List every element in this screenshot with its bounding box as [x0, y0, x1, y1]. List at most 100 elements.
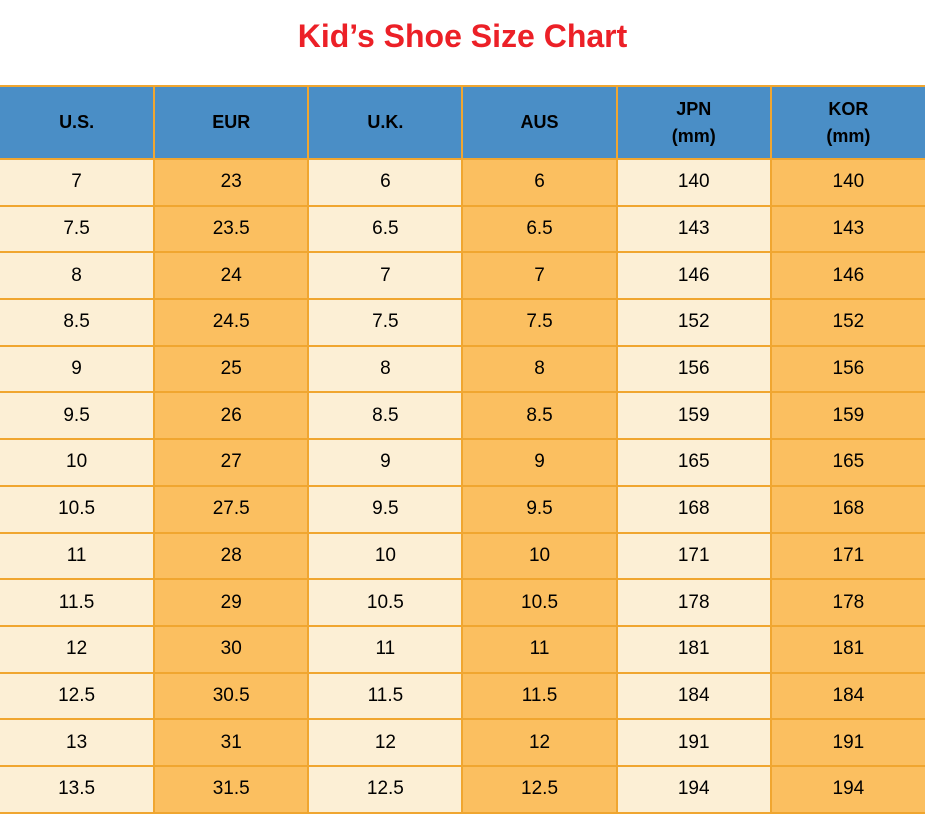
- table-cell: 159: [769, 391, 925, 441]
- table-cell: 165: [615, 438, 772, 487]
- table-cell: 10: [0, 438, 156, 487]
- column-label: U.S.: [59, 112, 95, 132]
- table-cell: 159: [615, 391, 772, 441]
- table-cell: 184: [615, 671, 772, 721]
- table-cell: 30.5: [153, 671, 310, 721]
- table-cell: 12.5: [307, 764, 464, 814]
- table-cell: 24.5: [153, 298, 310, 347]
- table-cell: 8: [307, 344, 464, 394]
- table-cell: 146: [769, 251, 925, 301]
- table-cell: 12: [461, 718, 618, 767]
- table-cell: 7: [461, 251, 618, 301]
- table-cell: 11: [307, 624, 464, 674]
- table-cell: 23.5: [153, 204, 310, 254]
- table-cell: 191: [615, 718, 772, 767]
- table-cell: 6.5: [307, 204, 464, 254]
- table-cell: 9.5: [307, 484, 464, 534]
- table-row: 11 28 10 10 171 171: [0, 531, 925, 581]
- table-cell: 184: [769, 671, 925, 721]
- table-cell: 6: [461, 158, 618, 207]
- table-cell: 10.5: [0, 484, 156, 534]
- table-cell: 146: [615, 251, 772, 301]
- table-cell: 11: [0, 531, 156, 581]
- column-sublabel: (mm): [671, 125, 716, 146]
- table-cell: 9: [307, 438, 464, 487]
- table-cell: 194: [615, 764, 772, 814]
- table-row: 12 30 11 11 181 181: [0, 624, 925, 674]
- table-cell: 10.5: [461, 578, 618, 627]
- column-header-kor: KOR (mm): [769, 85, 925, 160]
- column-header-uk: U.K.: [307, 85, 464, 160]
- table-cell: 24: [153, 251, 310, 301]
- table-cell: 152: [769, 298, 925, 347]
- table-cell: 181: [615, 624, 772, 674]
- table-cell: 27: [153, 438, 310, 487]
- column-label: U.K.: [367, 112, 404, 132]
- table-row: 8 24 7 7 146 146: [0, 251, 925, 301]
- column-label: KOR: [828, 98, 869, 119]
- table-cell: 26: [153, 391, 310, 441]
- table-cell: 12: [307, 718, 464, 767]
- table-cell: 27.5: [153, 484, 310, 534]
- table-cell: 168: [769, 484, 925, 534]
- column-header-us: U.S.: [0, 85, 156, 160]
- table-cell: 11.5: [307, 671, 464, 721]
- table-cell: 6.5: [461, 204, 618, 254]
- table-cell: 171: [615, 531, 772, 581]
- table-cell: 12.5: [461, 764, 618, 814]
- table-cell: 8.5: [461, 391, 618, 441]
- column-header-eur: EUR: [153, 85, 310, 160]
- table-row: 13 31 12 12 191 191: [0, 718, 925, 767]
- table-body: 7 23 6 6 140 140 7.5 23.5 6.5 6.5 143 143 8 24 7 7 146 14…: [0, 158, 925, 814]
- table-cell: 25: [153, 344, 310, 394]
- table-cell: 10.5: [307, 578, 464, 627]
- table-cell: 140: [615, 158, 772, 207]
- table-cell: 7: [0, 158, 156, 207]
- table-cell: 11.5: [461, 671, 618, 721]
- table-cell: 7.5: [0, 204, 156, 254]
- table-cell: 28: [153, 531, 310, 581]
- table-cell: 152: [615, 298, 772, 347]
- table-header: U.S. EUR U.K. AUS JPN (mm) KOR (mm): [0, 85, 925, 160]
- table-cell: 191: [769, 718, 925, 767]
- table-cell: 8: [0, 251, 156, 301]
- table-cell: 156: [769, 344, 925, 394]
- table-cell: 168: [615, 484, 772, 534]
- table-row: 12.5 30.5 11.5 11.5 184 184: [0, 671, 925, 721]
- column-header-aus: AUS: [461, 85, 618, 160]
- shoe-size-table: U.S. EUR U.K. AUS JPN (mm) KOR (mm) 7 23 6 6 140 140…: [0, 85, 925, 814]
- table-cell: 10: [307, 531, 464, 581]
- table-cell: 178: [769, 578, 925, 627]
- table-cell: 8.5: [307, 391, 464, 441]
- table-cell: 165: [769, 438, 925, 487]
- table-cell: 156: [615, 344, 772, 394]
- table-cell: 143: [615, 204, 772, 254]
- table-cell: 7.5: [307, 298, 464, 347]
- table-row: 7 23 6 6 140 140: [0, 158, 925, 207]
- table-cell: 13: [0, 718, 156, 767]
- table-cell: 9.5: [0, 391, 156, 441]
- table-cell: 13.5: [0, 764, 156, 814]
- table-row: 11.5 29 10.5 10.5 178 178: [0, 578, 925, 627]
- column-label: JPN: [676, 98, 712, 119]
- table-cell: 181: [769, 624, 925, 674]
- table-cell: 178: [615, 578, 772, 627]
- table-row: 10 27 9 9 165 165: [0, 438, 925, 487]
- table-row: 8.5 24.5 7.5 7.5 152 152: [0, 298, 925, 347]
- table-cell: 12: [0, 624, 156, 674]
- table-cell: 11.5: [0, 578, 156, 627]
- table-cell: 29: [153, 578, 310, 627]
- header-row: U.S. EUR U.K. AUS JPN (mm) KOR (mm): [0, 85, 925, 160]
- table-row: 10.5 27.5 9.5 9.5 168 168: [0, 484, 925, 534]
- table-row: 9.5 26 8.5 8.5 159 159: [0, 391, 925, 441]
- table-cell: 31.5: [153, 764, 310, 814]
- table-cell: 194: [769, 764, 925, 814]
- table-cell: 30: [153, 624, 310, 674]
- table-cell: 23: [153, 158, 310, 207]
- table-row: 7.5 23.5 6.5 6.5 143 143: [0, 204, 925, 254]
- table-row: 13.5 31.5 12.5 12.5 194 194: [0, 764, 925, 814]
- table-cell: 143: [769, 204, 925, 254]
- table-row: 9 25 8 8 156 156: [0, 344, 925, 394]
- table-cell: 171: [769, 531, 925, 581]
- table-cell: 7: [307, 251, 464, 301]
